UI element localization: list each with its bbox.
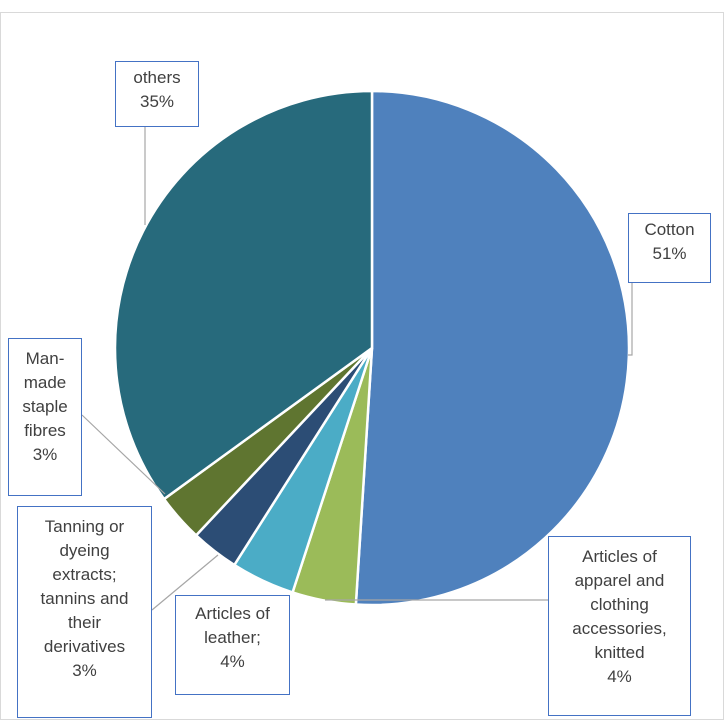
data-label-cotton: Cotton 51% xyxy=(628,213,711,283)
label-name: Tanning or dyeing extracts; tannins and thei… xyxy=(40,517,129,656)
label-name: Man-made staple fibres xyxy=(22,349,68,440)
label-pct: 51% xyxy=(652,244,687,263)
leader-line-4 xyxy=(81,414,166,495)
label-name: Articles of leather; xyxy=(195,604,270,647)
label-name: Articles of apparel and clothing accessorie… xyxy=(572,547,667,662)
data-label-apparel: Articles of apparel and clothing accessorie… xyxy=(548,536,691,716)
label-pct: 3% xyxy=(32,445,58,464)
label-pct: 3% xyxy=(72,661,97,680)
data-label-leather: Articles of leather; 4% xyxy=(175,595,290,695)
pie-slice-0 xyxy=(354,89,631,607)
data-label-manmade: Man-made staple fibres 3% xyxy=(8,338,82,496)
leader-line-3 xyxy=(151,554,219,611)
label-pct: 35% xyxy=(139,92,175,111)
pie-slice-5 xyxy=(113,89,374,501)
label-pct: 4% xyxy=(220,652,245,671)
data-label-others: others 35% xyxy=(115,61,199,127)
label-name: others xyxy=(133,68,181,87)
leader-line-0 xyxy=(628,283,633,356)
label-pct: 4% xyxy=(607,667,632,686)
data-label-tanning: Tanning or dyeing extracts; tannins and thei… xyxy=(17,506,152,718)
label-name: Cotton xyxy=(644,220,695,239)
